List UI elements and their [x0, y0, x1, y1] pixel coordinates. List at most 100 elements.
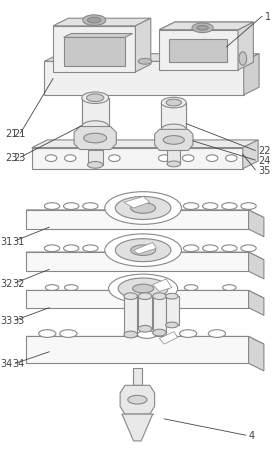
- Ellipse shape: [239, 53, 247, 66]
- Polygon shape: [44, 55, 259, 62]
- Ellipse shape: [197, 26, 208, 31]
- Ellipse shape: [88, 162, 103, 169]
- Text: 23: 23: [5, 153, 18, 163]
- Ellipse shape: [138, 59, 152, 65]
- Ellipse shape: [131, 203, 156, 214]
- Text: 34: 34: [13, 358, 25, 369]
- Ellipse shape: [131, 245, 156, 256]
- Ellipse shape: [88, 18, 101, 24]
- Polygon shape: [26, 252, 264, 260]
- Ellipse shape: [105, 192, 182, 225]
- Text: 1: 1: [265, 12, 271, 22]
- Polygon shape: [53, 19, 151, 27]
- Polygon shape: [26, 211, 264, 218]
- Polygon shape: [249, 291, 264, 316]
- Polygon shape: [155, 130, 193, 151]
- Polygon shape: [44, 62, 244, 96]
- Polygon shape: [159, 23, 253, 31]
- Ellipse shape: [82, 121, 109, 133]
- Polygon shape: [64, 34, 133, 38]
- Ellipse shape: [166, 294, 178, 300]
- Text: 32: 32: [13, 278, 25, 288]
- Polygon shape: [26, 337, 249, 363]
- Ellipse shape: [105, 234, 182, 267]
- Ellipse shape: [158, 156, 170, 162]
- Polygon shape: [53, 27, 135, 73]
- Polygon shape: [243, 141, 258, 169]
- Ellipse shape: [115, 197, 171, 220]
- Polygon shape: [249, 337, 264, 371]
- Text: 31: 31: [13, 236, 25, 246]
- Text: 33: 33: [13, 315, 25, 325]
- Polygon shape: [159, 23, 253, 31]
- Polygon shape: [159, 332, 178, 344]
- Ellipse shape: [124, 293, 137, 300]
- Polygon shape: [122, 414, 153, 441]
- Ellipse shape: [44, 245, 60, 252]
- Ellipse shape: [44, 203, 60, 210]
- Polygon shape: [135, 19, 151, 73]
- Text: 22: 22: [258, 146, 271, 156]
- Ellipse shape: [84, 134, 107, 144]
- Ellipse shape: [82, 93, 109, 104]
- Ellipse shape: [206, 156, 218, 162]
- Ellipse shape: [39, 330, 56, 338]
- Ellipse shape: [137, 331, 157, 338]
- Ellipse shape: [64, 285, 78, 291]
- Polygon shape: [74, 127, 116, 150]
- Ellipse shape: [133, 285, 154, 293]
- Ellipse shape: [153, 293, 166, 300]
- Ellipse shape: [225, 156, 237, 162]
- Ellipse shape: [161, 125, 186, 135]
- Ellipse shape: [222, 203, 237, 210]
- Polygon shape: [82, 99, 109, 127]
- Polygon shape: [133, 243, 157, 255]
- Ellipse shape: [183, 245, 199, 252]
- Ellipse shape: [183, 203, 199, 210]
- Text: 21: 21: [13, 129, 25, 139]
- Polygon shape: [153, 296, 166, 333]
- Polygon shape: [153, 279, 172, 292]
- Ellipse shape: [83, 203, 98, 210]
- Polygon shape: [244, 55, 259, 96]
- Polygon shape: [167, 151, 180, 164]
- Polygon shape: [120, 386, 155, 414]
- Ellipse shape: [138, 293, 152, 300]
- Polygon shape: [138, 296, 152, 329]
- Ellipse shape: [184, 285, 198, 291]
- Ellipse shape: [83, 245, 98, 252]
- Ellipse shape: [109, 156, 120, 162]
- Text: 21: 21: [5, 129, 18, 139]
- Polygon shape: [26, 291, 249, 308]
- Text: 31: 31: [1, 236, 13, 246]
- Polygon shape: [32, 148, 243, 169]
- Text: 35: 35: [258, 165, 270, 175]
- Ellipse shape: [241, 203, 256, 210]
- Text: 24: 24: [258, 156, 270, 166]
- Polygon shape: [26, 252, 249, 272]
- Ellipse shape: [124, 332, 137, 338]
- Ellipse shape: [64, 156, 76, 162]
- Ellipse shape: [64, 245, 79, 252]
- Polygon shape: [249, 211, 264, 237]
- Text: 32: 32: [0, 278, 13, 288]
- Ellipse shape: [83, 16, 106, 26]
- Ellipse shape: [166, 322, 178, 328]
- Polygon shape: [88, 150, 103, 165]
- Text: 34: 34: [1, 358, 13, 369]
- Polygon shape: [133, 368, 142, 386]
- Polygon shape: [166, 296, 178, 325]
- Ellipse shape: [182, 156, 194, 162]
- Ellipse shape: [64, 203, 79, 210]
- Polygon shape: [64, 38, 125, 67]
- Polygon shape: [26, 211, 249, 230]
- Polygon shape: [26, 337, 264, 344]
- Polygon shape: [238, 23, 253, 71]
- Ellipse shape: [180, 330, 197, 338]
- Text: 4: 4: [249, 430, 255, 440]
- Text: 33: 33: [1, 315, 13, 325]
- Ellipse shape: [118, 278, 168, 300]
- Polygon shape: [249, 252, 264, 279]
- Ellipse shape: [60, 330, 77, 338]
- Ellipse shape: [109, 275, 178, 303]
